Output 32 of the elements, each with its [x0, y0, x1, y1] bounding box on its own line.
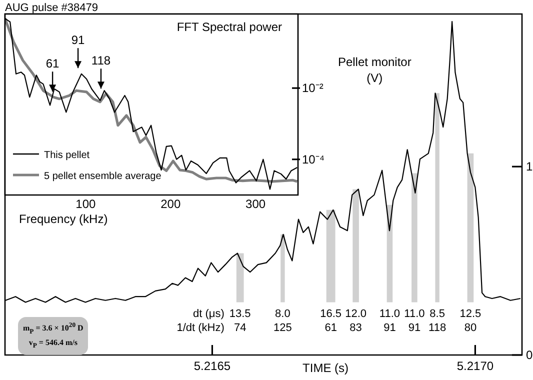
x-tick-label: 5.2165	[194, 359, 231, 373]
band-label: 11.0 91	[404, 308, 425, 334]
annotation: 1/dt (kHz)	[176, 322, 224, 334]
y-tick-label: 10⁻⁴	[302, 152, 325, 166]
band-label: 12.0 83	[345, 308, 367, 334]
annotation: 118	[91, 54, 111, 68]
band-label: 8.0 125	[274, 308, 292, 334]
y-tick-label: 10⁻²	[302, 81, 324, 96]
info-box: m$_{P}$ = 3.6 × 10$^{20}$ D v$_{P}$ = 546.4 m/s	[18, 317, 88, 355]
band-label: 16.5 61	[320, 308, 342, 334]
x-tick-label: 300	[246, 197, 266, 211]
y-tick-label: 0	[526, 348, 533, 362]
band-label: 11.0 91	[379, 308, 400, 334]
chart-title: AUG pulse #38479	[5, 2, 98, 14]
y-tick-label: 1	[526, 160, 533, 174]
x-axis-title: TIME (s)	[302, 361, 349, 375]
band-label: 12.5 80	[460, 308, 482, 334]
x-tick-label: 100	[76, 197, 96, 211]
annotation: 91	[71, 33, 86, 48]
band-label: 13.5 74	[229, 308, 251, 334]
annotation: v$_{P}$ = 546.4 m/s	[28, 337, 78, 352]
x-axis-title: Frequency (kHz)	[19, 212, 108, 226]
y-axis-title: Pellet monitor (V)	[338, 55, 412, 85]
text: FFT Spectral power	[176, 20, 282, 34]
band-label: 8.5 118	[428, 308, 446, 334]
annotation: m$_{P}$ = 3.6 × 10$^{20}$ D	[23, 321, 84, 338]
x-tick-label: 5.2170	[456, 359, 494, 373]
legend-label: 5 pellet ensemble average	[44, 171, 162, 182]
legend-label: This pellet	[44, 150, 90, 161]
annotation: 61	[46, 56, 60, 71]
x-tick-label: 200	[160, 197, 181, 211]
annotation: dt (μs)	[193, 308, 224, 320]
